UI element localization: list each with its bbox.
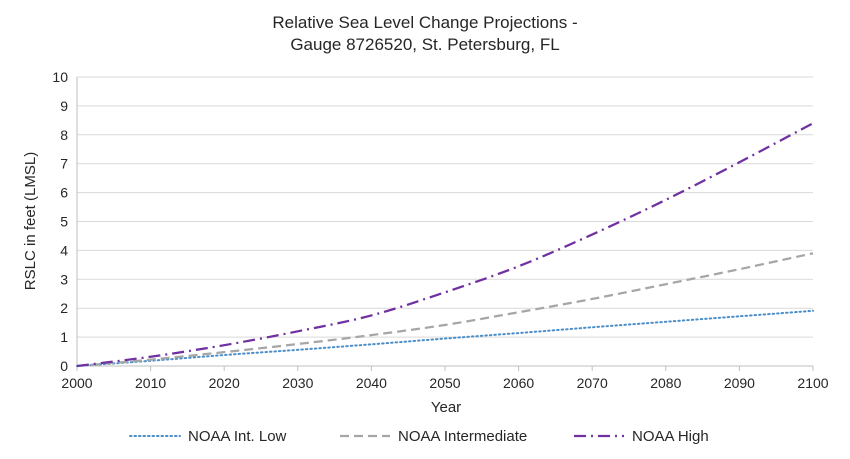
y-tick-label: 10	[52, 69, 68, 85]
y-tick-label: 6	[60, 185, 68, 201]
x-tick-label: 2100	[797, 375, 828, 391]
y-tick-label: 1	[60, 329, 68, 345]
series-line-1	[76, 252, 814, 368]
x-tick-label: 2060	[503, 375, 534, 391]
series-lines	[76, 122, 814, 368]
x-axis-label: Year	[431, 399, 461, 416]
y-tick-label: 9	[60, 98, 68, 114]
y-tick-label: 7	[60, 156, 68, 172]
x-tick-label: 2010	[135, 375, 166, 391]
x-tick-label: 2040	[356, 375, 387, 391]
gridlines	[77, 76, 813, 338]
chart-subtitle: Gauge 8726520, St. Petersburg, FL	[290, 35, 560, 54]
y-tick-label: 3	[60, 271, 68, 287]
x-tick-label: 2020	[209, 375, 240, 391]
series-line-2	[76, 122, 814, 368]
legend-label-0: NOAA Int. Low	[188, 428, 287, 445]
legend: NOAA Int. Low NOAA Intermediate NOAA High	[129, 428, 709, 445]
legend-label-2: NOAA High	[632, 428, 709, 445]
chart-title: Relative Sea Level Change Projections -	[272, 13, 578, 32]
y-tick-label: 4	[60, 242, 68, 258]
x-tick-label: 2050	[429, 375, 460, 391]
x-tick-label: 2080	[650, 375, 681, 391]
y-tick-labels: 0 1 2 3 4 5 6 7 8 9 10	[52, 69, 68, 374]
y-tick-label: 0	[60, 358, 68, 374]
x-tick-label: 2090	[724, 375, 755, 391]
series-line-0	[76, 309, 814, 367]
y-tick-label: 2	[60, 300, 68, 316]
y-axis-label: RSLC in feet (LMSL)	[22, 152, 39, 290]
x-tick-label: 2070	[577, 375, 608, 391]
x-tick-labels: 2000 2010 2020 2030 2040 2050 2060 2070 2080 2090…	[61, 375, 828, 391]
legend-label-1: NOAA Intermediate	[398, 428, 527, 445]
axes	[76, 77, 814, 371]
x-tick-label: 2030	[282, 375, 313, 391]
x-tick-label: 2000	[61, 375, 92, 391]
y-tick-label: 5	[60, 214, 68, 230]
y-tick-label: 8	[60, 127, 68, 143]
